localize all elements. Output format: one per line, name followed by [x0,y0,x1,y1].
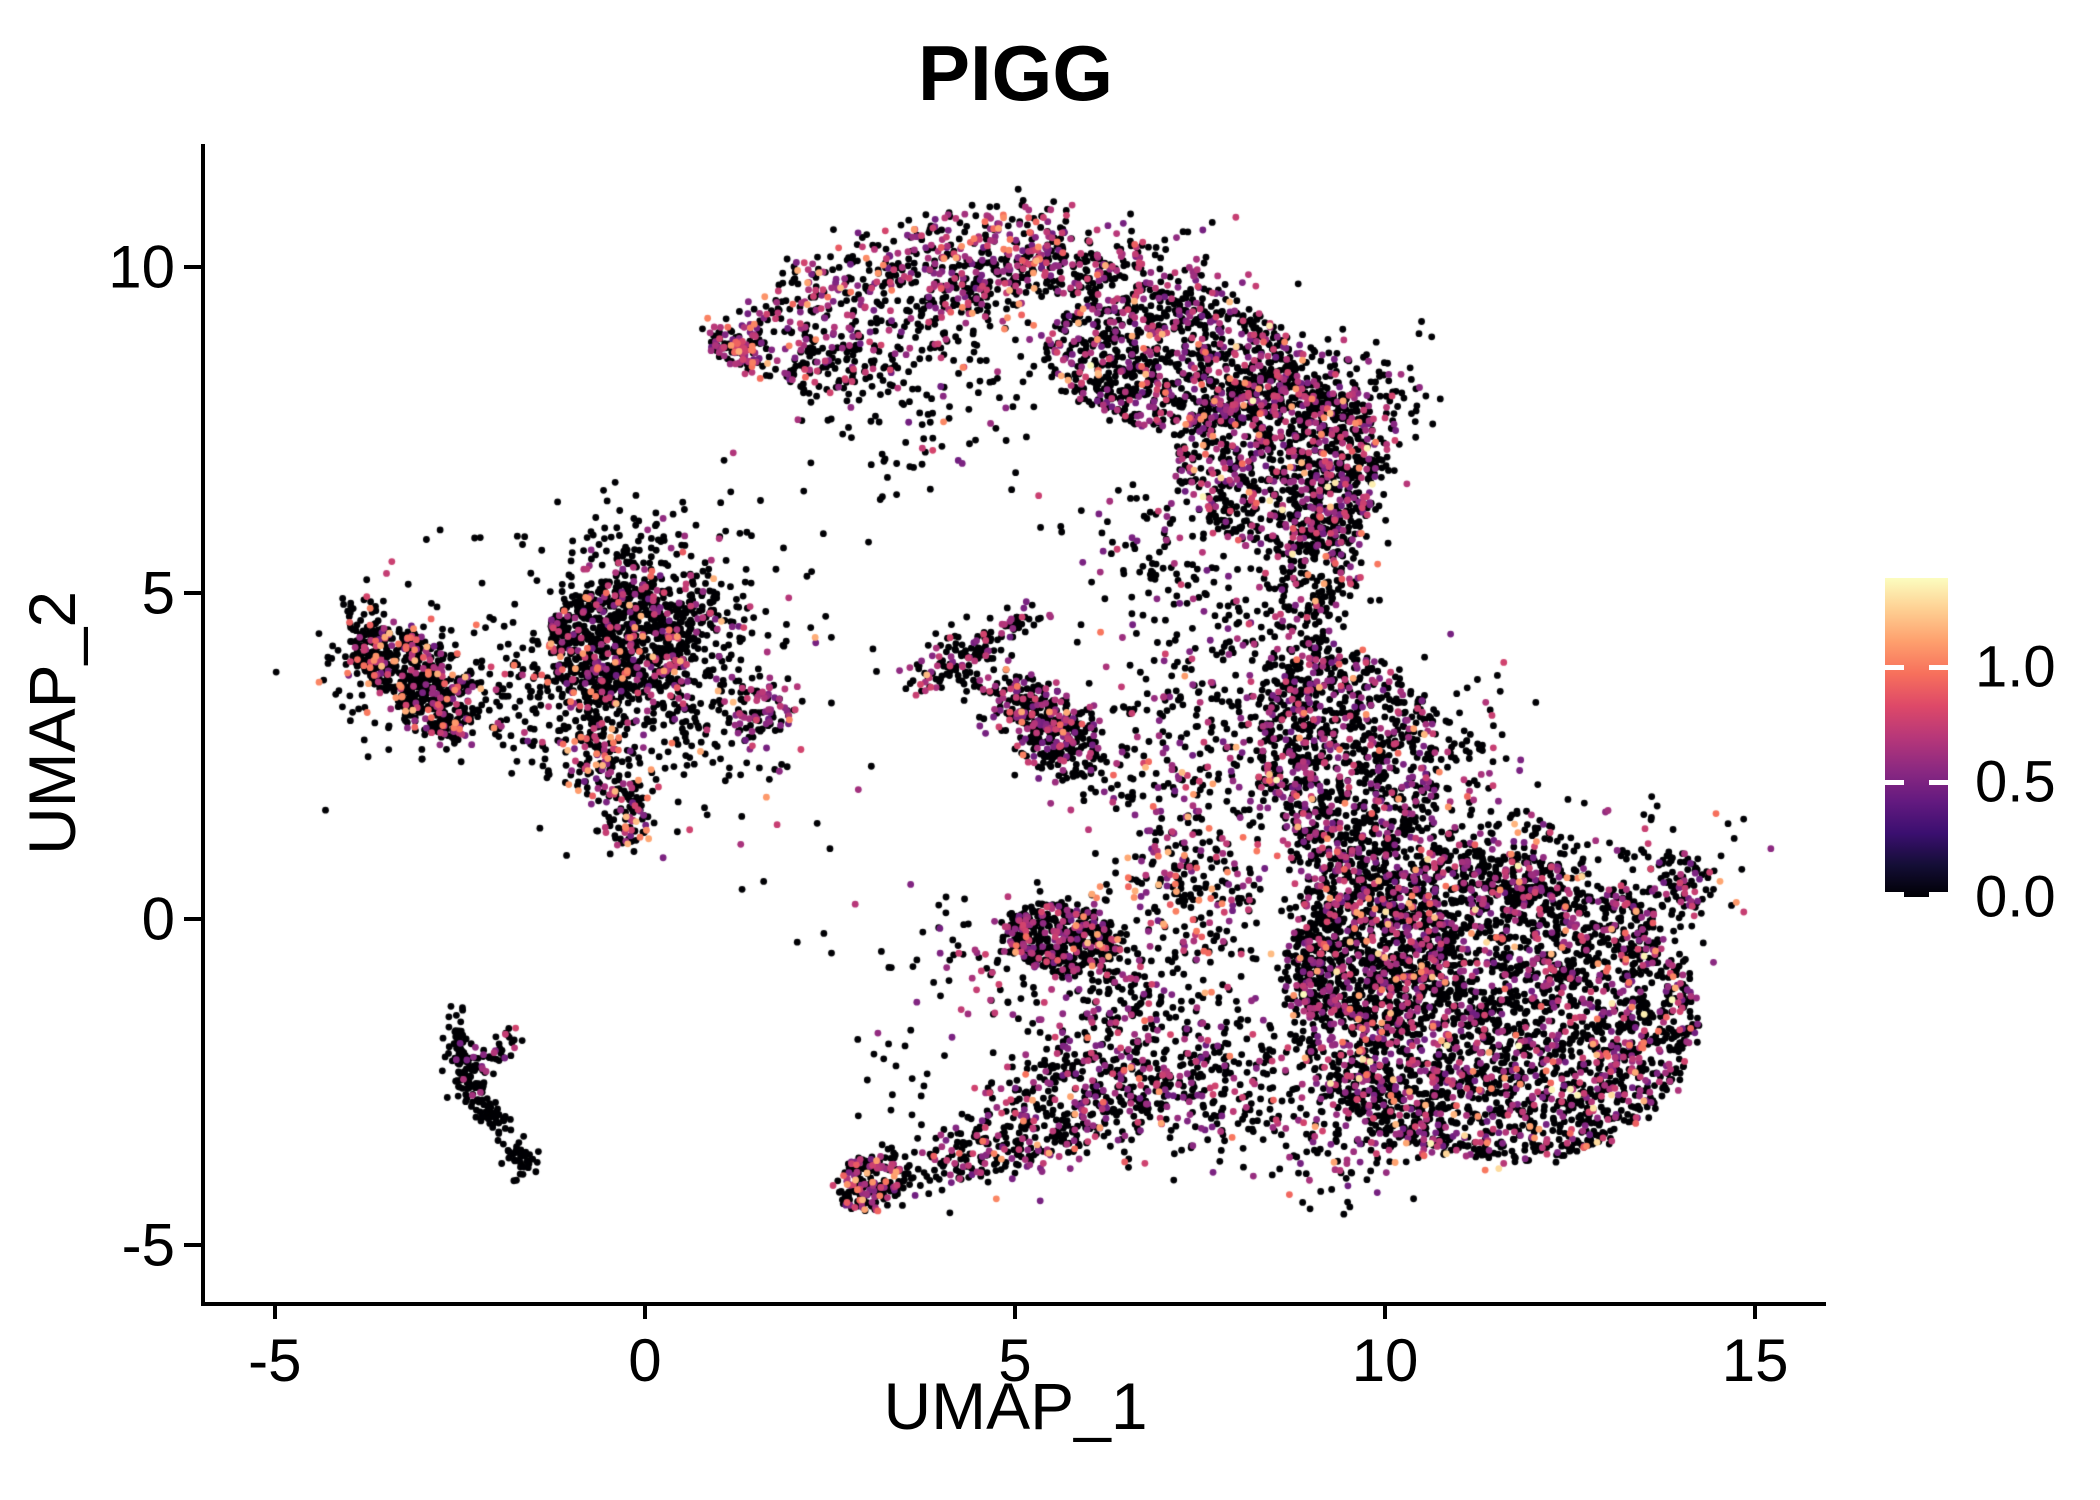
x-tick-mark [1383,1302,1388,1319]
colorbar-tick-mark [1929,779,1948,785]
y-tick-label: 10 [108,233,175,301]
x-tick-mark [642,1302,647,1319]
y-tick-label: -5 [121,1211,175,1279]
x-tick-mark [272,1302,277,1319]
colorbar-tick-mark [1929,892,1948,897]
y-tick-mark [184,264,201,269]
y-tick-label: 0 [141,885,175,953]
plot-panel [201,144,1826,1306]
y-tick-mark [184,1242,201,1247]
colorbar-tick-mark [1929,664,1948,670]
y-tick-mark [184,590,201,595]
x-tick-label: -5 [248,1327,302,1394]
scatter-canvas [205,144,1822,1300]
x-tick-mark [1753,1302,1758,1319]
y-axis-title: UMAP_2 [15,590,89,856]
x-tick-label: 0 [628,1327,662,1394]
y-tick-mark [184,916,201,921]
x-tick-label: 15 [1721,1327,1789,1394]
colorbar-tick-mark [1885,892,1904,897]
x-tick-mark [1012,1302,1017,1319]
x-tick-label: 10 [1351,1327,1419,1394]
colorbar-tick-mark [1885,664,1904,670]
page-title: PIGG [917,29,1114,117]
colorbar-tick-label: 0.0 [1975,864,2056,930]
y-tick-label: 5 [141,559,175,627]
colorbar-tick-mark [1885,779,1904,785]
colorbar-gradient [1885,578,1948,897]
colorbar-tick-label: 0.5 [1975,749,2056,815]
x-axis-title: UMAP_1 [883,1369,1148,1443]
x-tick-label: 5 [998,1327,1032,1394]
colorbar-tick-label: 1.0 [1975,634,2056,700]
